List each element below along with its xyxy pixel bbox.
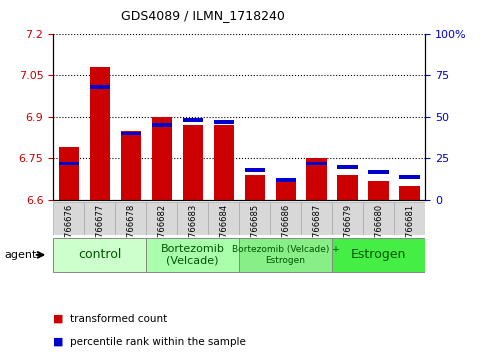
Text: GSM766682: GSM766682 (157, 204, 166, 255)
Text: Bortezomib
(Velcade): Bortezomib (Velcade) (161, 244, 225, 266)
Bar (307, 159, 327, 200)
Text: ■: ■ (53, 337, 64, 347)
FancyBboxPatch shape (53, 238, 146, 272)
FancyBboxPatch shape (239, 238, 332, 272)
FancyBboxPatch shape (239, 202, 270, 235)
Bar (183, 118, 203, 122)
Bar (307, 162, 327, 165)
FancyBboxPatch shape (115, 202, 146, 235)
Bar (213, 125, 234, 200)
FancyBboxPatch shape (394, 202, 425, 235)
Bar (369, 181, 389, 200)
Bar (275, 178, 296, 182)
FancyBboxPatch shape (363, 202, 394, 235)
Bar (58, 162, 79, 165)
Bar (183, 125, 203, 200)
Text: transformed count: transformed count (70, 314, 167, 324)
FancyBboxPatch shape (177, 202, 208, 235)
FancyBboxPatch shape (208, 202, 239, 235)
Text: GSM766685: GSM766685 (250, 204, 259, 255)
Text: GSM766684: GSM766684 (219, 204, 228, 255)
FancyBboxPatch shape (270, 202, 301, 235)
FancyBboxPatch shape (146, 202, 177, 235)
Bar (152, 123, 171, 127)
Bar (121, 132, 141, 135)
Bar (89, 85, 110, 88)
Bar (121, 131, 141, 200)
Bar (275, 181, 296, 200)
Bar (244, 168, 265, 172)
Text: GSM766676: GSM766676 (64, 204, 73, 255)
FancyBboxPatch shape (84, 202, 115, 235)
FancyBboxPatch shape (332, 238, 425, 272)
Text: GSM766677: GSM766677 (95, 204, 104, 255)
Bar (338, 175, 357, 200)
Text: control: control (78, 249, 121, 261)
FancyBboxPatch shape (301, 202, 332, 235)
Bar (213, 120, 234, 124)
Text: GSM766679: GSM766679 (343, 204, 352, 255)
Text: ■: ■ (53, 314, 64, 324)
Text: GSM766678: GSM766678 (126, 204, 135, 255)
Text: Bortezomib (Velcade) +
Estrogen: Bortezomib (Velcade) + Estrogen (232, 245, 340, 264)
Bar (152, 117, 171, 200)
FancyBboxPatch shape (53, 202, 84, 235)
Bar (244, 175, 265, 200)
Bar (369, 170, 389, 173)
Bar (399, 186, 420, 200)
Bar (89, 67, 110, 200)
Bar (338, 165, 357, 169)
Text: GSM766686: GSM766686 (281, 204, 290, 255)
Text: GDS4089 / ILMN_1718240: GDS4089 / ILMN_1718240 (121, 9, 285, 22)
Bar (58, 147, 79, 200)
Text: GSM766687: GSM766687 (312, 204, 321, 255)
FancyBboxPatch shape (332, 202, 363, 235)
Text: GSM766681: GSM766681 (405, 204, 414, 255)
Text: Estrogen: Estrogen (351, 249, 406, 261)
Text: percentile rank within the sample: percentile rank within the sample (70, 337, 246, 347)
FancyBboxPatch shape (146, 238, 239, 272)
Text: agent: agent (5, 250, 37, 260)
Bar (399, 175, 420, 178)
Text: GSM766683: GSM766683 (188, 204, 197, 255)
Text: GSM766680: GSM766680 (374, 204, 383, 255)
